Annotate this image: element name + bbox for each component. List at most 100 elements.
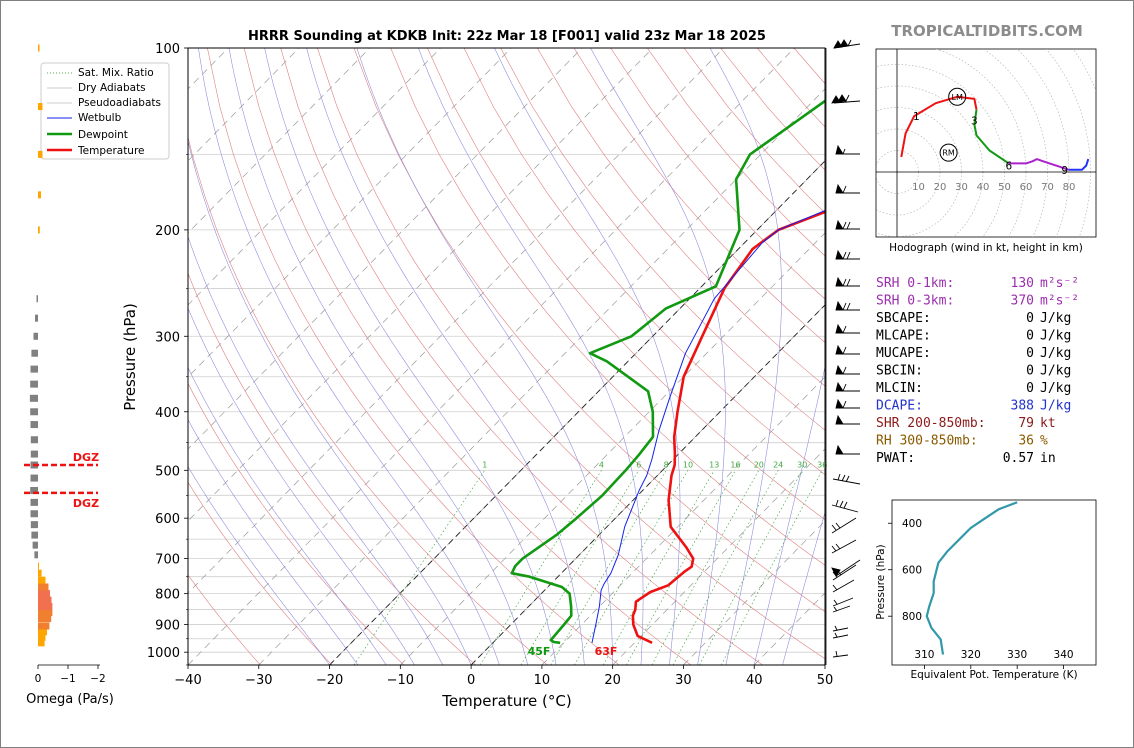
mixing-ratio-line xyxy=(721,470,823,665)
skewt-x-label: Temperature (°C) xyxy=(441,692,571,710)
mixing-ratio-label: 16 xyxy=(730,460,740,469)
wind-barb xyxy=(831,94,861,104)
series-line-wetbulb xyxy=(591,210,825,643)
isotherm xyxy=(188,48,654,522)
y-tick-label: 500 xyxy=(155,464,180,479)
omega-bar xyxy=(30,450,38,458)
omega-panel: DGZ DGZ xyxy=(24,44,99,647)
dry-adiabat xyxy=(280,48,763,665)
theta-e-x-label: Equivalent Pot. Temperature (K) xyxy=(910,669,1077,681)
hodograph-ring-label: 20 xyxy=(934,182,947,193)
mixing-ratio-label: 6 xyxy=(636,460,641,469)
theta-e-x-tick-label: 320 xyxy=(961,649,981,661)
moist-adiabat xyxy=(188,465,330,665)
moist-adiabat xyxy=(188,367,387,665)
mixing-ratio-label: 20 xyxy=(754,460,764,469)
mixing-ratio-line xyxy=(520,470,640,665)
wind-barb xyxy=(832,597,854,607)
parameter-value: 0 xyxy=(1026,311,1034,326)
x-tick-label: −20 xyxy=(316,673,343,688)
parameter-unit: m²s⁻² xyxy=(1040,276,1079,291)
omega-bar xyxy=(38,615,52,623)
isotherm xyxy=(188,48,583,450)
parameter-row: SRH 0-1km: 130 m²s⁻² xyxy=(876,276,1079,291)
dry-adiabat xyxy=(573,48,825,343)
wind-barb xyxy=(835,364,860,375)
omega-bar xyxy=(38,583,49,591)
parameter-value: 0 xyxy=(1026,329,1034,344)
theta-e-chart: 310 320 330 340 400 600 800 xyxy=(888,501,1074,669)
wind-barb xyxy=(832,579,855,593)
theta-e-x-tick-label: 340 xyxy=(1054,649,1074,661)
wind-barb xyxy=(835,381,860,392)
parameter-label: SRH 0-1km: xyxy=(876,276,954,291)
mixing-ratio-labels: 1 4 6 8 10 13 16 20 24 30 36 xyxy=(482,460,827,469)
legend-label: Dewpoint xyxy=(78,129,128,141)
series-line-dewpoint xyxy=(510,99,825,645)
isotherm-highlight xyxy=(329,160,825,665)
dry-adiabat xyxy=(188,135,548,665)
dry-adiabat xyxy=(500,48,825,431)
parameter-row: SBCIN: 0 J/kg xyxy=(876,364,1071,379)
omega-bar xyxy=(30,380,38,388)
mixing-ratio-label: 8 xyxy=(664,460,669,469)
mixing-ratio-label: 4 xyxy=(599,460,604,469)
dry-adiabat xyxy=(207,48,620,665)
hodograph-ring-label: 60 xyxy=(1020,182,1033,193)
moist-adiabat xyxy=(494,48,681,665)
parameter-label: SHR 200-850mb: xyxy=(876,416,986,431)
parameter-label: RH 300-850mb: xyxy=(876,434,978,449)
omega-bar xyxy=(38,633,46,641)
surface-temperature-label: 63F xyxy=(595,645,618,658)
hodograph-height-marker: 3 xyxy=(971,115,978,127)
omega-bar xyxy=(38,226,40,234)
wind-barb xyxy=(835,144,860,155)
parameter-label: DCAPE: xyxy=(876,399,923,414)
dgz-label: DGZ xyxy=(73,451,99,464)
hodograph-trace xyxy=(900,95,978,158)
omega-bar xyxy=(30,365,38,373)
mixing-ratio-line xyxy=(550,470,667,665)
dry-adiabat xyxy=(317,48,825,660)
x-tick-label: −30 xyxy=(245,673,272,688)
moist-adiabat xyxy=(782,511,825,665)
isotherm xyxy=(400,232,825,665)
parameter-unit: J/kg xyxy=(1040,399,1071,414)
skewt-x-ticks: −40 −30 −20 −10 0 10 20 30 40 50 xyxy=(174,665,833,688)
wind-barb xyxy=(831,517,857,534)
omega-bar xyxy=(30,521,38,529)
moist-adiabat xyxy=(590,48,726,665)
mixing-ratio-line xyxy=(480,470,602,665)
omega-bar xyxy=(38,628,47,636)
omega-bar xyxy=(38,576,46,584)
dry-adiabat xyxy=(353,48,825,613)
y-tick-label: 1000 xyxy=(147,646,180,661)
moist-adiabat xyxy=(753,365,825,665)
wind-barb xyxy=(831,559,861,577)
mixing-ratio-label: 13 xyxy=(709,460,719,469)
wind-barb xyxy=(835,398,860,409)
theta-e-plot-area xyxy=(925,501,1018,655)
wind-barb xyxy=(835,276,860,287)
y-tick-label: 400 xyxy=(155,406,180,421)
omega-tick-label: −2 xyxy=(90,673,105,685)
parameter-label: SBCAPE: xyxy=(876,311,931,326)
parameter-row: MLCIN: 0 J/kg xyxy=(876,381,1071,396)
moist-adiabat xyxy=(188,307,415,665)
parameter-label: SRH 0-3km: xyxy=(876,294,954,309)
omega-x-label: Omega (Pa/s) xyxy=(26,692,114,707)
dry-adiabat xyxy=(427,48,825,521)
skewt-grid xyxy=(188,48,825,665)
wind-barb xyxy=(831,539,857,554)
parameter-label: SBCIN: xyxy=(876,364,923,379)
wind-barb xyxy=(835,219,860,230)
omega-bar xyxy=(29,394,38,402)
wind-barb xyxy=(835,183,860,194)
mixing-ratio-line xyxy=(602,470,715,665)
isotherm xyxy=(188,48,300,162)
hodograph-caption: Hodograph (wind in kt, height in km) xyxy=(889,242,1083,254)
omega-bar xyxy=(34,551,38,559)
x-tick-label: 0 xyxy=(467,673,475,688)
x-tick-label: 40 xyxy=(746,673,763,688)
mixing-ratio-line xyxy=(353,470,486,665)
